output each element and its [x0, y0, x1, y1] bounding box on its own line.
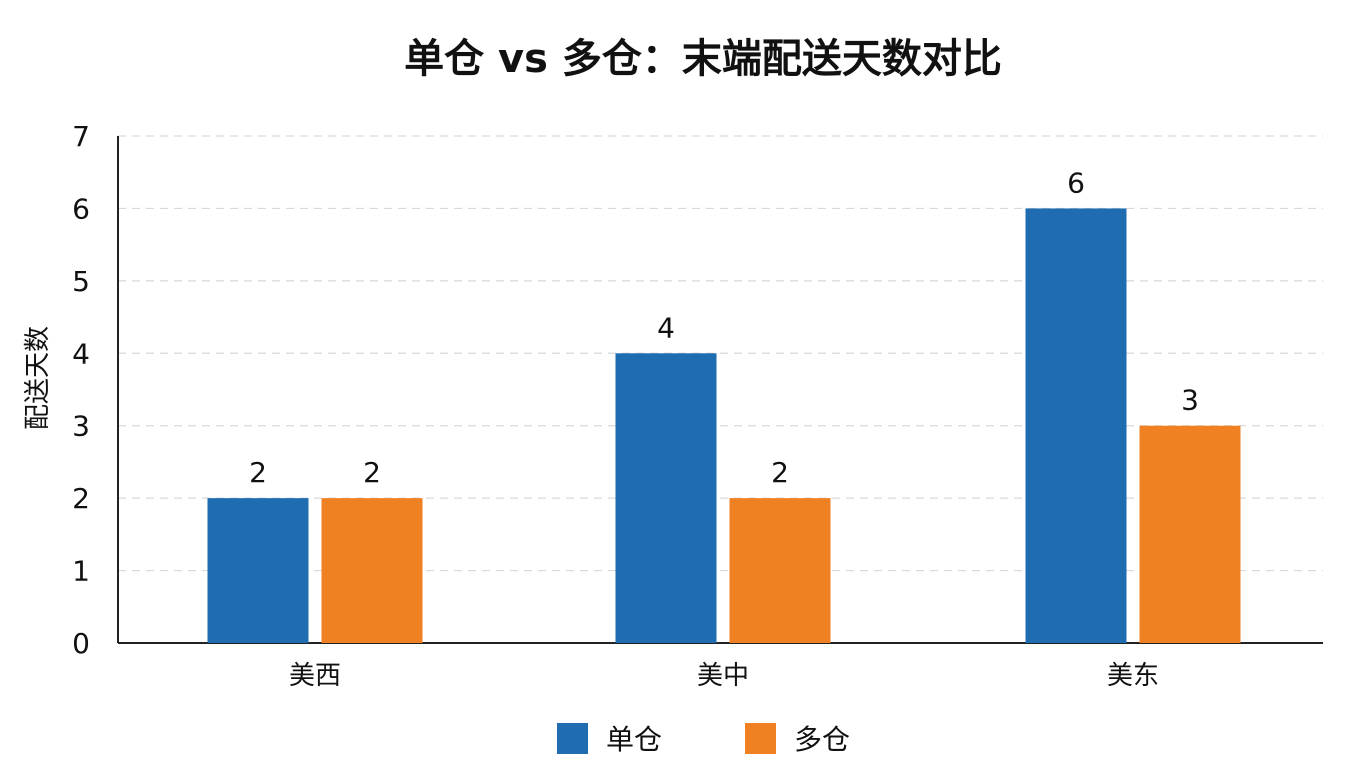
chart-title: 单仓 vs 多仓：末端配送天数对比 — [404, 36, 1002, 82]
legend-label: 单仓 — [606, 723, 662, 756]
grid-layer — [118, 135, 1323, 572]
y-tick-label: 7 — [72, 120, 90, 153]
y-tick-label: 6 — [72, 192, 90, 225]
y-tick-label: 4 — [72, 337, 90, 370]
data-label: 2 — [771, 456, 789, 489]
legend: 单仓 多仓 — [557, 723, 850, 756]
y-tick-label: 5 — [72, 265, 90, 298]
x-tick-label: 美东 — [1107, 661, 1159, 691]
bar-single-1 — [615, 353, 717, 643]
legend-swatch-1 — [745, 723, 776, 754]
data-label: 6 — [1067, 166, 1085, 199]
bar-multi-0 — [321, 498, 423, 643]
y-axis-label: 配送天数 — [23, 326, 53, 430]
axes-layer: 0 1 2 3 4 5 6 7 美西 美中 美东 — [72, 120, 1323, 691]
y-tick-label: 0 — [72, 627, 90, 660]
legend-swatch-0 — [557, 723, 588, 754]
bar-multi-2 — [1139, 425, 1241, 643]
labels-layer: 2 4 6 2 2 3 — [249, 166, 1199, 489]
y-tick-label: 1 — [72, 555, 90, 588]
bar-multi-1 — [729, 498, 831, 643]
data-label: 2 — [363, 456, 381, 489]
bar-single-2 — [1025, 208, 1127, 643]
y-tick-label: 3 — [72, 410, 90, 443]
legend-label: 多仓 — [794, 723, 850, 756]
x-tick-label: 美西 — [289, 661, 341, 691]
data-label: 4 — [657, 311, 675, 344]
data-label: 2 — [249, 456, 267, 489]
y-tick-label: 2 — [72, 482, 90, 515]
data-label: 3 — [1181, 384, 1199, 417]
bars-layer — [207, 208, 1241, 643]
bar-single-0 — [207, 498, 309, 643]
x-tick-label: 美中 — [697, 661, 749, 691]
